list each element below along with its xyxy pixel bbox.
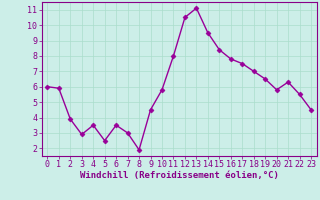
X-axis label: Windchill (Refroidissement éolien,°C): Windchill (Refroidissement éolien,°C) <box>80 171 279 180</box>
